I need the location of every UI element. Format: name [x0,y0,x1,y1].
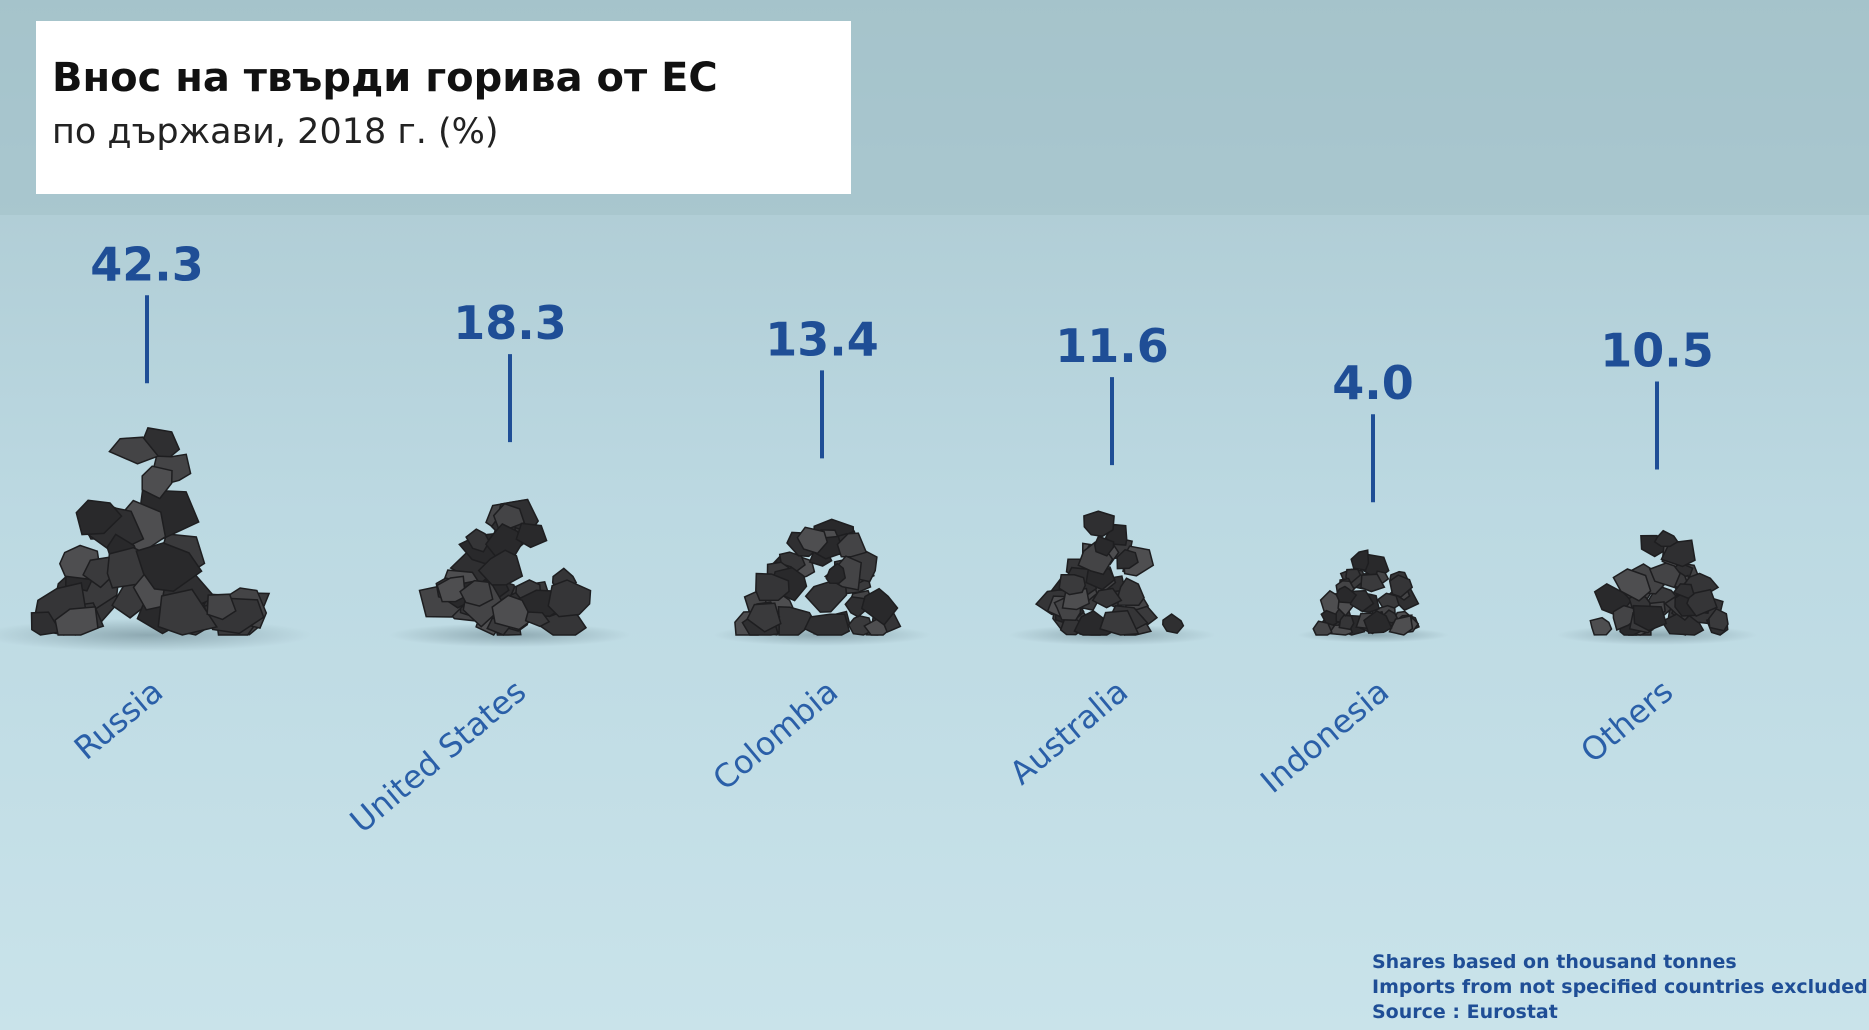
coal-lump [1093,535,1115,557]
coal-lump [515,522,548,549]
coal-lump [1363,610,1393,634]
note: Source : Eurostat [1372,1001,1558,1023]
coal-lump [465,528,491,553]
coal-lump [836,532,868,558]
value-label: 42.3 [90,237,204,291]
coal-pile [734,518,902,636]
coal-lump [755,572,790,602]
coal-lump [1388,614,1414,636]
coal-lump [477,549,524,586]
value-label: 13.4 [765,312,879,366]
coal-pile [1312,549,1420,636]
coal-lump [1612,604,1636,632]
coal-lump [1612,568,1652,602]
note: Imports from not specified countries exc… [1372,976,1868,998]
coal-lump [206,593,237,621]
coal-lump [1648,562,1681,589]
value-label: 4.0 [1332,356,1414,410]
coal-pile [418,498,592,636]
value-label: 11.6 [1055,319,1169,373]
coal-lump [491,594,534,631]
coal-lump [803,613,851,636]
coal-lump [1058,573,1086,596]
coal-lump [1589,616,1613,636]
coal-lump [1085,568,1116,591]
coal-lump [1083,510,1115,538]
value-label: 10.5 [1600,323,1714,377]
coal-lump [825,562,847,584]
coal-lump [746,602,782,633]
title-box [36,21,851,194]
coal-lump [1388,574,1414,598]
coal-lump [157,588,219,636]
coal-lump [1335,585,1358,604]
coal-lump [135,542,203,592]
coal-lump [1350,549,1370,571]
coal-lump [1116,548,1139,570]
coal-lump [108,436,160,465]
coal-lump [1653,529,1679,548]
coal-lump [524,611,551,628]
coal-lump [1091,587,1123,609]
coal-lump [459,579,494,607]
coal-lump [30,611,62,636]
chart-subtitle: по държави, 2018 г. (%) [52,112,499,152]
coal-lump [1360,573,1386,593]
notes: Shares based on thousand tonnes Imports f… [1372,951,1868,1023]
coal-pile [30,427,271,636]
note: Shares based on thousand tonnes [1372,951,1737,973]
coal-lump [141,465,173,500]
coal-lump [1708,607,1729,632]
coal-lump [1117,577,1145,606]
coal-pile [1589,529,1729,636]
coal-lump [75,499,123,536]
chart-title: Внос на твърди горива от ЕС [52,55,718,101]
coal-lump [1099,609,1140,636]
coal-lump [1632,604,1668,632]
coal-lump [54,606,99,636]
coal-pile [1034,510,1185,636]
coal-lump [1312,620,1333,636]
coal-lump [547,579,592,618]
coal-lump [1672,583,1695,600]
coal-lump [1162,613,1185,635]
coal-lump [860,587,899,626]
value-label: 18.3 [453,296,567,350]
coal-lump [436,575,467,603]
coal-lump [1338,614,1355,631]
coal-lump [796,526,829,555]
